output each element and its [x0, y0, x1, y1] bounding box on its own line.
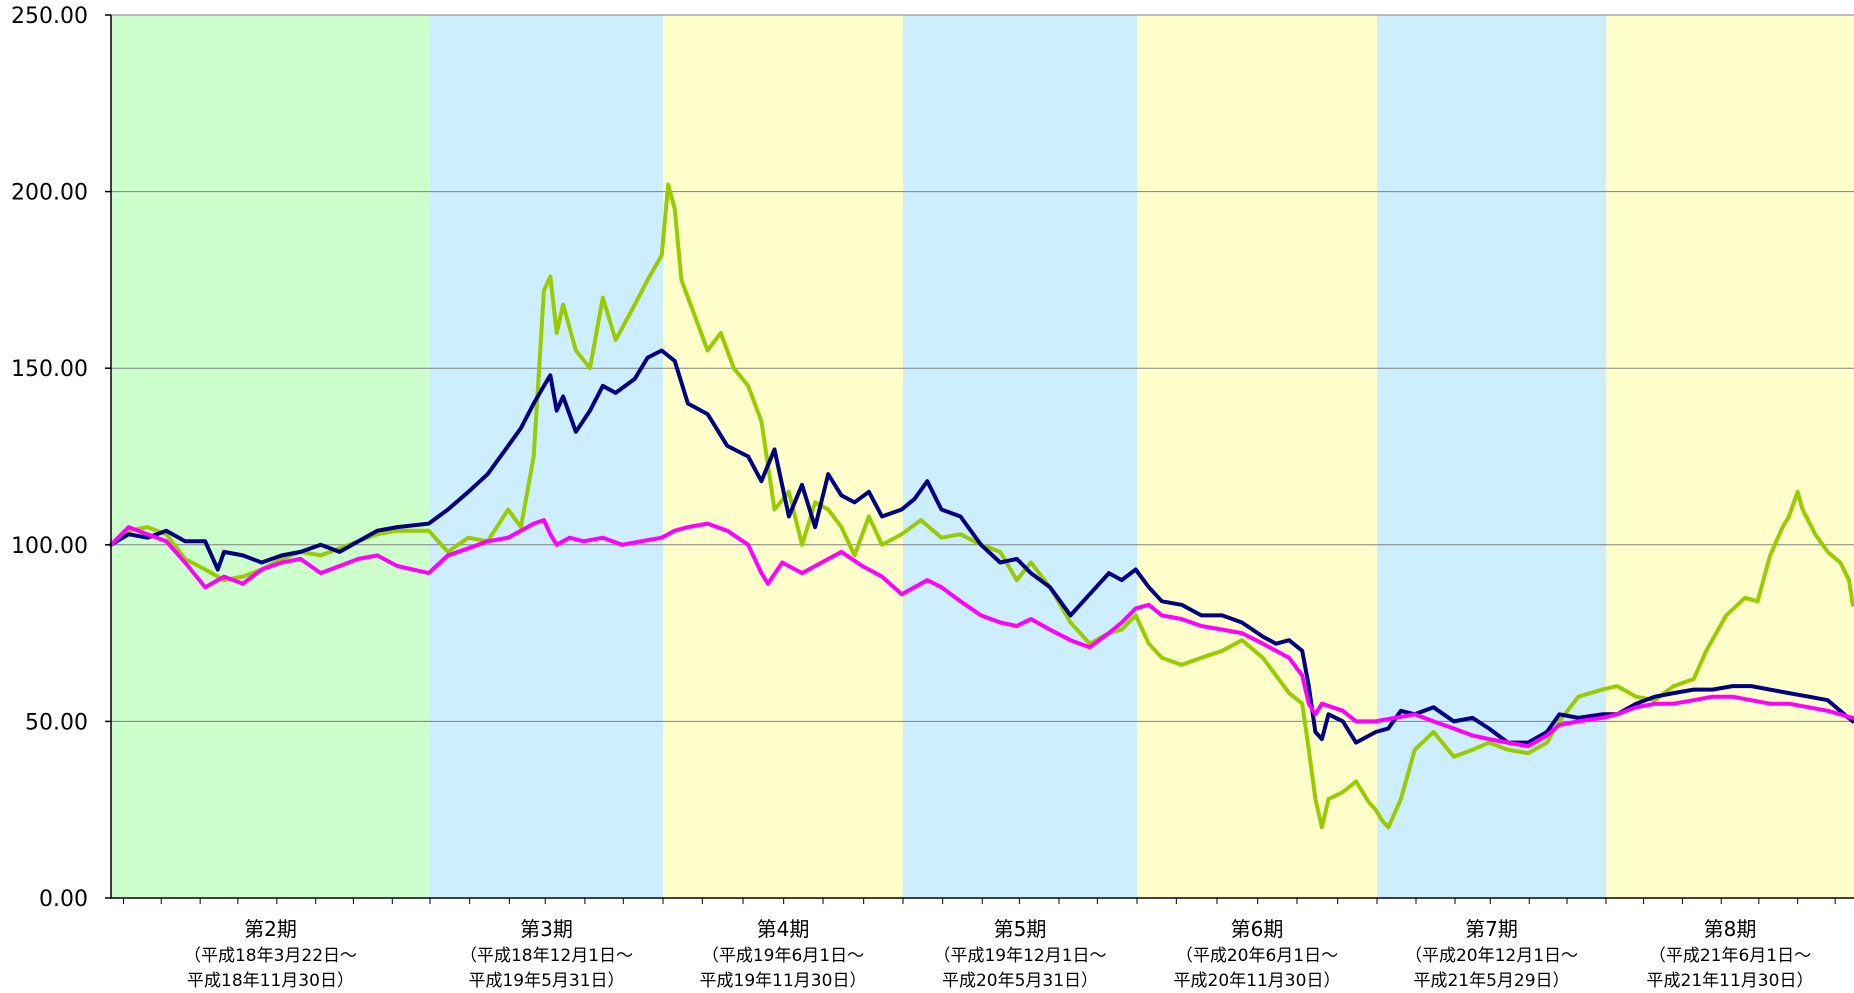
period-range-start: （平成20年6月1日～	[1176, 946, 1338, 966]
y-tick-label: 100.00	[11, 534, 88, 559]
period-range-end: 平成21年11月30日）	[1647, 971, 1814, 991]
period-name: 第7期	[1465, 917, 1518, 941]
period-range-end: 平成21年5月29日）	[1413, 971, 1569, 991]
period-name: 第8期	[1704, 917, 1757, 941]
period-range-end: 平成19年5月31日）	[468, 971, 624, 991]
period-range-end: 平成18年11月30日）	[187, 971, 354, 991]
series-line-2	[109, 348, 1854, 745]
period-band-4	[663, 15, 903, 898]
period-name: 第4期	[757, 917, 810, 941]
period-label-2: 第2期 （平成18年3月22日～ 平成18年11月30日）	[184, 917, 357, 991]
period-range-start: （平成19年6月1日～	[702, 946, 864, 966]
period-band-8	[1606, 15, 1854, 898]
period-label-7: 第7期 （平成20年12月1日～ 平成21年5月29日）	[1405, 917, 1578, 991]
y-tick-label: 200.00	[11, 181, 88, 206]
period-range-end: 平成20年5月31日）	[942, 971, 1098, 991]
period-band-2	[111, 15, 430, 898]
period-range-end: 平成20年11月30日）	[1174, 971, 1341, 991]
period-label-5: 第5期 （平成19年12月1日～ 平成20年5月31日）	[933, 917, 1106, 991]
y-tick-label: 250.00	[11, 4, 88, 29]
series-line-1	[109, 182, 1854, 830]
period-range-end: 平成19年11月30日）	[700, 971, 867, 991]
period-name: 第2期	[244, 917, 297, 941]
period-name: 第3期	[520, 917, 573, 941]
period-band-5	[903, 15, 1137, 898]
period-range-start: （平成18年12月1日～	[460, 946, 633, 966]
axes	[105, 14, 1854, 904]
period-range-start: （平成21年6月1日～	[1649, 946, 1811, 966]
period-label-3: 第3期 （平成18年12月1日～ 平成19年5月31日）	[460, 917, 633, 991]
period-name: 第6期	[1231, 917, 1284, 941]
period-range-start: （平成18年3月22日～	[184, 946, 357, 966]
series-line-3	[109, 518, 1854, 749]
y-tick-labels: 0.00 50.00 100.00 150.00 200.00 250.00	[11, 4, 88, 912]
period-label-8: 第8期 （平成21年6月1日～ 平成21年11月30日）	[1647, 917, 1814, 991]
series-lines	[109, 182, 1854, 830]
y-tick-label: 50.00	[25, 710, 88, 735]
period-range-start: （平成20年12月1日～	[1405, 946, 1578, 966]
period-label-6: 第6期 （平成20年6月1日～ 平成20年11月30日）	[1174, 917, 1341, 991]
period-bands	[111, 15, 1854, 898]
period-band-3	[430, 15, 663, 898]
period-label-4: 第4期 （平成19年6月1日～ 平成19年11月30日）	[700, 917, 867, 991]
period-range-start: （平成19年12月1日～	[933, 946, 1106, 966]
period-name: 第5期	[994, 917, 1047, 941]
period-labels: 第2期 （平成18年3月22日～ 平成18年11月30日） 第3期 （平成18年12月1…	[184, 917, 1814, 991]
period-band-6	[1137, 15, 1377, 898]
y-tick-label: 150.00	[11, 357, 88, 382]
y-tick-label: 0.00	[39, 887, 88, 912]
